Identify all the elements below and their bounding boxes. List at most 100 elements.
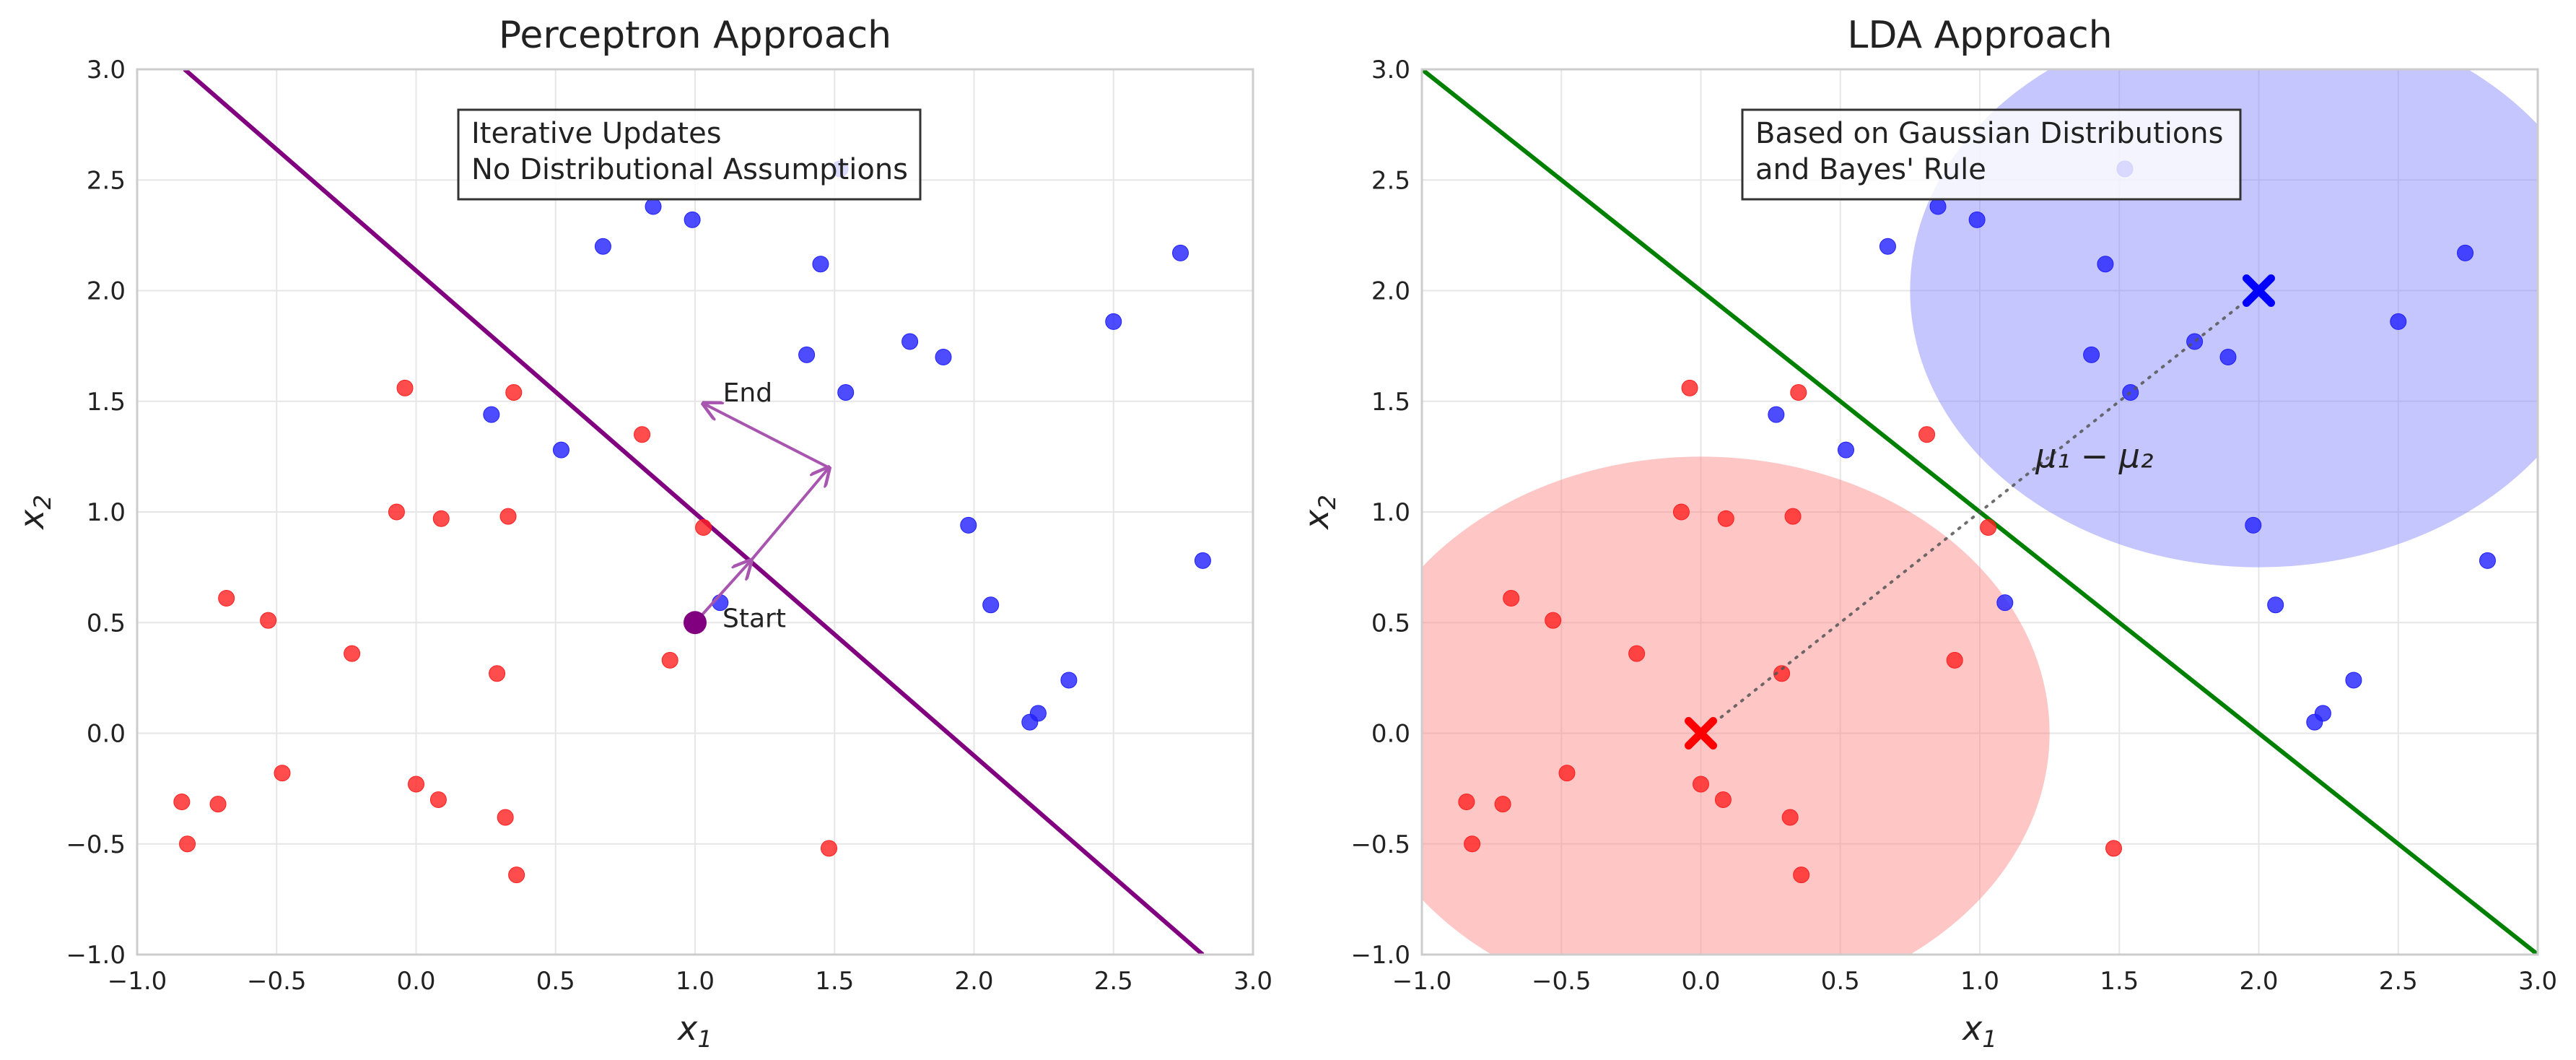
start-point <box>684 611 707 635</box>
class1-point <box>1628 645 1646 662</box>
class1-point <box>1693 776 1709 793</box>
x-tick-label: 2.5 <box>1094 967 1133 996</box>
class2-point <box>2479 552 2496 569</box>
class1-point <box>173 794 191 811</box>
class1-point <box>1793 866 1810 884</box>
class1-point <box>218 590 235 607</box>
decision-boundary <box>183 69 1205 955</box>
x-tick-label: −0.5 <box>1532 967 1592 996</box>
annotation-text: No Distributional Assumptions <box>471 153 908 186</box>
class1-point <box>1946 651 1963 669</box>
class1-point <box>489 665 506 682</box>
mean-difference-label: μ₁ − μ₂ <box>2035 437 2153 476</box>
y-tick-label: 2.5 <box>1371 166 1410 195</box>
x-axis-label: x1 <box>1961 1009 1997 1053</box>
class2-point <box>2314 705 2331 722</box>
chart-title: LDA Approach <box>1847 14 2112 57</box>
class1-point <box>505 383 523 401</box>
class2-point <box>2245 516 2262 534</box>
x-tick-label: 1.0 <box>676 967 715 996</box>
class2-point <box>1996 594 2014 612</box>
class1-point <box>396 379 414 396</box>
class1-point <box>821 840 838 857</box>
x-tick-label: 3.0 <box>1234 967 1272 996</box>
x-tick-label: −0.5 <box>247 967 307 996</box>
class1-point <box>499 508 517 525</box>
y-tick-label: −0.5 <box>66 830 126 859</box>
class2-point <box>1968 211 1986 228</box>
class1-point <box>408 776 424 793</box>
y-tick-label: −0.5 <box>1350 830 1410 859</box>
class2-point <box>1060 672 1078 689</box>
class2-point <box>837 383 855 401</box>
class1-point <box>634 426 651 443</box>
y-axis-label: x2 <box>12 495 56 531</box>
class2-point <box>2186 333 2204 350</box>
class1-point <box>508 866 525 884</box>
class2-point <box>2345 672 2362 689</box>
x-tick-label: 0.5 <box>536 967 575 996</box>
class1-point <box>1784 508 1802 525</box>
class1-point <box>1503 590 1520 607</box>
class1-point <box>1717 510 1734 527</box>
x-tick-label: 1.5 <box>2100 967 2139 996</box>
class1-point <box>274 765 291 782</box>
start-label: Start <box>722 604 786 633</box>
class1-point <box>1681 379 1698 396</box>
class1-point <box>661 651 678 669</box>
class1-point <box>497 809 514 826</box>
class1-point <box>260 612 277 629</box>
class2-point <box>2219 348 2237 365</box>
class1-point <box>2105 840 2123 857</box>
class2-point <box>901 333 919 350</box>
class2-point <box>552 441 569 459</box>
class2-point <box>1768 406 1785 423</box>
y-tick-label: 1.5 <box>1371 388 1410 417</box>
class1-point <box>1980 518 1997 536</box>
class1-point <box>695 518 712 536</box>
class2-point <box>1029 705 1047 722</box>
annotation-text: Based on Gaussian Distributions <box>1755 117 2223 150</box>
class2-gaussian-ellipse <box>1910 69 2538 568</box>
x-tick-label: −1.0 <box>108 967 167 996</box>
x-tick-label: 0.0 <box>396 967 435 996</box>
plot-area <box>173 69 1211 955</box>
end-label: End <box>723 378 772 408</box>
class2-point <box>798 346 816 363</box>
y-tick-label: 2.0 <box>1371 277 1410 306</box>
class2-point <box>812 256 829 273</box>
plot-area <box>1422 69 2538 955</box>
class2-point <box>1172 244 1189 261</box>
class1-point <box>429 791 447 808</box>
y-axis-label: x2 <box>1297 495 1341 531</box>
class2-point <box>960 516 977 534</box>
x-tick-label: 2.5 <box>2379 967 2418 996</box>
y-tick-label: 0.5 <box>1371 609 1410 638</box>
y-tick-label: 3.0 <box>1371 56 1410 84</box>
y-tick-label: 2.5 <box>87 166 126 195</box>
y-tick-label: 1.0 <box>1371 498 1410 527</box>
y-tick-label: 1.0 <box>87 498 126 527</box>
x-tick-label: 2.0 <box>954 967 993 996</box>
y-tick-label: 3.0 <box>87 56 126 84</box>
axes-frame <box>136 68 1254 956</box>
y-tick-label: 2.0 <box>87 277 126 306</box>
update-arrow <box>749 468 829 562</box>
class2-point <box>982 596 1000 614</box>
y-tick-label: 0.0 <box>1371 720 1410 749</box>
class1-point <box>432 510 450 527</box>
class1-point <box>1458 794 1475 811</box>
class2-point <box>1837 441 1854 459</box>
x-tick-label: 3.0 <box>2518 967 2557 996</box>
class2-point <box>2267 596 2284 614</box>
x-tick-label: 1.5 <box>815 967 854 996</box>
x-tick-label: 2.0 <box>2239 967 2278 996</box>
annotation-text: Iterative Updates <box>471 117 722 150</box>
mean-difference-line <box>1699 289 2261 735</box>
class1-point <box>388 503 405 521</box>
class2-point <box>1194 552 1211 569</box>
y-tick-label: 1.5 <box>87 388 126 417</box>
class1-point <box>1790 383 1807 401</box>
